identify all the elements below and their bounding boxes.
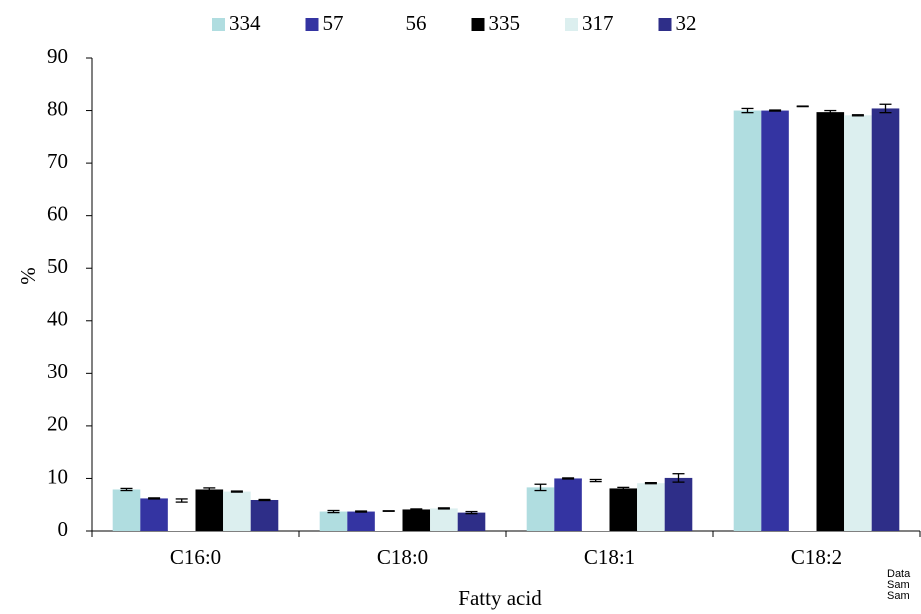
bar [871, 108, 900, 531]
y-axis-label: % [16, 267, 40, 285]
legend-label: 57 [323, 11, 344, 35]
error-bar [741, 107, 754, 114]
bar [457, 512, 486, 531]
annotation: Sam [887, 590, 910, 602]
x-tick-label: C18:2 [791, 545, 842, 569]
error-bar [148, 497, 161, 500]
error-bar [120, 487, 133, 492]
error-bar [327, 509, 340, 514]
x-tick-label: C16:0 [170, 545, 221, 569]
y-tick-label: 90 [47, 44, 68, 68]
bar [374, 511, 403, 531]
annotation: Sam [887, 579, 910, 591]
legend-swatch [305, 18, 319, 31]
error-bar [769, 109, 782, 112]
error-bar [562, 477, 575, 480]
bar [402, 509, 431, 531]
x-tick-label: C18:1 [584, 545, 635, 569]
bar [664, 477, 693, 531]
bar [319, 511, 348, 531]
bar [347, 511, 375, 531]
y-tick-label: 0 [58, 517, 69, 541]
bar [788, 106, 817, 532]
error-bar [437, 507, 450, 510]
x-axis-label: Fatty acid [458, 586, 542, 610]
error-bar [589, 478, 602, 483]
y-tick-label: 20 [47, 412, 68, 436]
bar [167, 500, 196, 531]
x-tick-label: C18:0 [377, 545, 428, 569]
error-bar [796, 105, 809, 108]
bar [250, 499, 279, 531]
y-tick-label: 70 [47, 149, 68, 173]
legend-swatch [471, 18, 485, 31]
bar [223, 491, 251, 531]
bar [733, 110, 762, 532]
bar [581, 480, 610, 531]
error-bar [410, 508, 423, 511]
legend-swatch [388, 18, 402, 31]
annotation: Data [887, 568, 911, 580]
bar [112, 489, 141, 531]
legend-label: 317 [582, 11, 614, 35]
bar [554, 478, 582, 531]
legend-label: 335 [489, 11, 521, 35]
error-bar [672, 473, 685, 483]
legend-swatch [212, 18, 225, 31]
y-tick-label: 30 [47, 359, 68, 383]
bar [844, 115, 872, 531]
error-bar [617, 486, 630, 491]
error-bar [879, 103, 892, 114]
bar [195, 489, 224, 531]
error-bar [534, 483, 547, 492]
y-tick-label: 10 [47, 464, 68, 488]
error-bar [175, 498, 188, 503]
legend-label: 334 [229, 11, 261, 35]
error-bar [465, 510, 478, 515]
y-tick-label: 50 [47, 254, 68, 278]
bar [761, 110, 789, 532]
bar [816, 112, 845, 531]
bar [526, 487, 555, 531]
legend-label: 32 [676, 11, 697, 35]
error-bar [355, 510, 368, 513]
bar [609, 488, 638, 531]
error-bar [644, 481, 657, 485]
error-bar [824, 109, 837, 115]
error-bar [203, 487, 216, 492]
error-bar [382, 510, 395, 512]
y-tick-label: 60 [47, 201, 68, 225]
error-bar [230, 490, 243, 493]
legend-swatch [565, 18, 578, 31]
legend-label: 56 [406, 11, 427, 35]
error-bar [851, 114, 864, 117]
bar [430, 508, 458, 531]
legend-swatch [658, 18, 672, 31]
error-bar [258, 498, 271, 502]
y-tick-label: 80 [47, 96, 68, 120]
bar [140, 498, 168, 531]
y-tick-label: 40 [47, 307, 68, 331]
bar [637, 483, 665, 531]
